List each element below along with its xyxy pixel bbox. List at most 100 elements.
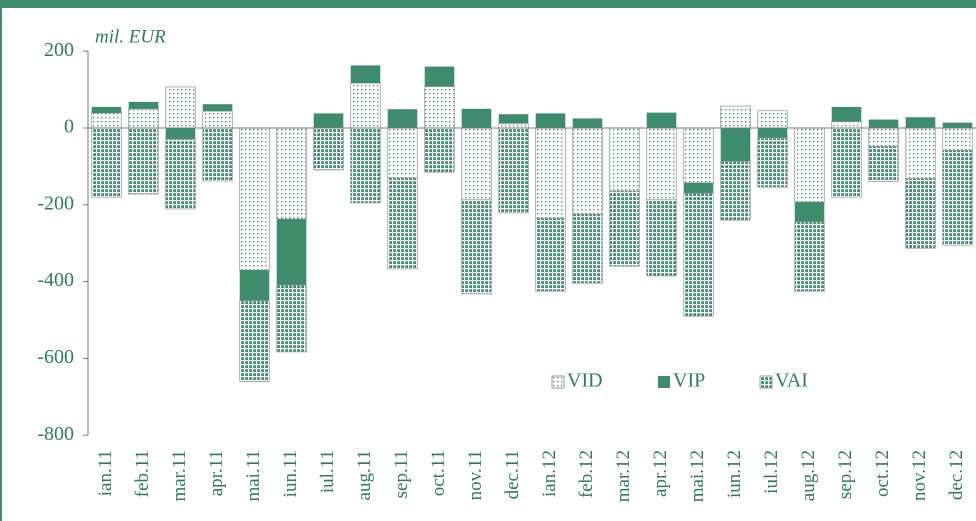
bar-segment bbox=[794, 221, 825, 292]
bar-segment bbox=[942, 122, 973, 128]
x-tick-label: iun.11 bbox=[280, 450, 301, 497]
x-tick-label: sep.11 bbox=[391, 450, 412, 498]
x-tick-label: iun.12 bbox=[724, 450, 745, 498]
bar-segment bbox=[572, 213, 603, 284]
bar-segment bbox=[868, 119, 899, 128]
bar-segment bbox=[461, 108, 492, 128]
legend-label: VIP bbox=[673, 370, 705, 392]
bar-segment bbox=[535, 217, 566, 292]
bar-segment bbox=[942, 127, 973, 151]
bar-segment bbox=[313, 113, 344, 128]
bar-segment bbox=[683, 182, 714, 194]
title-band bbox=[0, 0, 976, 8]
bar-segment bbox=[831, 106, 862, 122]
x-tick-label: dec.11 bbox=[502, 450, 523, 499]
y-tick-label: 200 bbox=[44, 39, 74, 61]
bar-segment bbox=[572, 127, 603, 215]
bar-segment bbox=[794, 127, 825, 203]
bar-segment bbox=[165, 86, 196, 129]
bar-segment bbox=[905, 178, 936, 249]
bar-segment bbox=[128, 101, 159, 109]
unit-label: mil. EUR bbox=[95, 26, 166, 47]
bar-segment bbox=[683, 127, 714, 184]
bar-segment bbox=[498, 122, 529, 129]
bar-segment bbox=[91, 127, 122, 198]
x-tick-label: oct.12 bbox=[872, 450, 893, 497]
bar-segment bbox=[609, 190, 640, 267]
bar-segment bbox=[276, 219, 307, 286]
y-tick-label: -800 bbox=[37, 423, 74, 445]
bar-segment bbox=[461, 199, 492, 295]
bar-segment bbox=[128, 127, 159, 195]
bar-segment bbox=[831, 127, 862, 198]
bar-segment bbox=[868, 127, 899, 147]
x-tick-label: oct.11 bbox=[428, 450, 449, 496]
bar-segment bbox=[831, 121, 862, 129]
y-tick-label: -400 bbox=[37, 269, 74, 291]
bar-segment bbox=[239, 300, 270, 382]
x-tick-label: ian.12 bbox=[539, 450, 560, 497]
x-tick-label: ian.11 bbox=[95, 450, 116, 496]
bar-segment bbox=[720, 161, 751, 221]
bar-segment bbox=[535, 113, 566, 128]
bar-segment bbox=[350, 82, 381, 129]
x-tick-label: nov.11 bbox=[465, 450, 486, 500]
bar-segment bbox=[202, 127, 233, 182]
bar-segment bbox=[609, 127, 640, 192]
x-tick-label: feb.12 bbox=[576, 450, 597, 498]
bar-segment bbox=[91, 106, 122, 114]
x-tick-label: iul.11 bbox=[317, 450, 338, 493]
legend-swatch bbox=[551, 375, 565, 389]
bar-segment bbox=[646, 127, 677, 201]
bar-segment bbox=[461, 127, 492, 201]
x-tick-label: feb.11 bbox=[132, 450, 153, 497]
bar-segment bbox=[424, 127, 455, 173]
bar-segment bbox=[757, 128, 788, 138]
bar-segment bbox=[757, 137, 788, 188]
x-tick-label: apr.11 bbox=[206, 450, 227, 496]
bar-segment bbox=[868, 146, 899, 182]
bar-segment bbox=[646, 112, 677, 128]
bar-segment bbox=[202, 110, 233, 129]
bar-segment bbox=[276, 284, 307, 353]
bar-segment bbox=[683, 192, 714, 317]
bar-segment bbox=[276, 127, 307, 220]
bar-segment bbox=[794, 202, 825, 223]
x-tick-label: apr.12 bbox=[650, 450, 671, 497]
bar-segment bbox=[387, 127, 418, 179]
legend-swatch bbox=[658, 376, 670, 388]
y-tick-label: -600 bbox=[37, 346, 74, 368]
bar-segment bbox=[424, 66, 455, 87]
bar-segment bbox=[498, 114, 529, 124]
x-tick-label: aug.11 bbox=[354, 450, 375, 500]
x-tick-label: nov.12 bbox=[909, 450, 930, 501]
x-tick-label: mar.12 bbox=[613, 450, 634, 502]
bar-segment bbox=[165, 128, 196, 140]
bar-segment bbox=[498, 127, 529, 214]
bar-segment bbox=[646, 199, 677, 277]
bar-segment bbox=[387, 109, 418, 128]
legend-label: VID bbox=[567, 370, 603, 392]
bar-segment bbox=[165, 138, 196, 210]
bar-segment bbox=[128, 108, 159, 129]
x-tick-label: iul.12 bbox=[761, 450, 782, 494]
bar-segment bbox=[202, 104, 233, 112]
bar-segment bbox=[387, 177, 418, 270]
legend-swatch bbox=[759, 375, 773, 389]
x-tick-label: dec.12 bbox=[946, 450, 967, 500]
y-tick-label: 0 bbox=[64, 116, 74, 138]
x-tick-label: aug.12 bbox=[798, 450, 819, 501]
bar-segment bbox=[239, 127, 270, 271]
bar-segment bbox=[942, 149, 973, 246]
x-tick-label: mai.11 bbox=[243, 450, 264, 502]
bar-segment bbox=[350, 65, 381, 84]
bar-segment bbox=[535, 127, 566, 219]
bar-segment bbox=[905, 117, 936, 128]
x-tick-label: mar.11 bbox=[169, 450, 190, 502]
bar-segment bbox=[350, 127, 381, 204]
legend-label: VAI bbox=[775, 370, 808, 392]
bar-segment bbox=[720, 128, 751, 162]
y-tick-label: -200 bbox=[37, 192, 74, 214]
bar-segment bbox=[313, 127, 344, 171]
